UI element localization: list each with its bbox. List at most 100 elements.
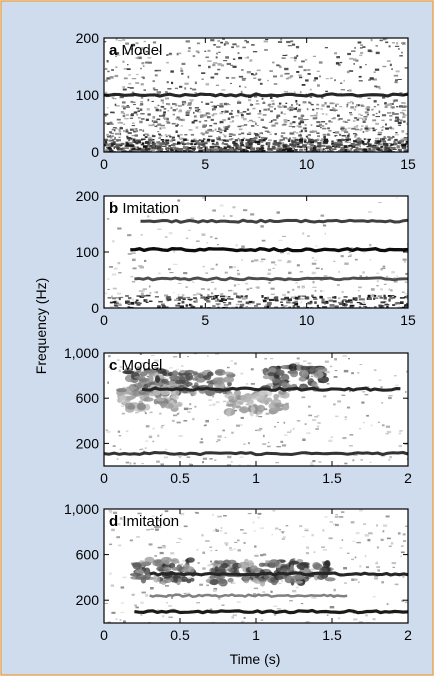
noise-speck — [281, 531, 284, 534]
noise-speck — [289, 600, 293, 602]
formant-blob — [262, 374, 272, 380]
formant-blob — [234, 389, 241, 397]
noise-speck — [395, 79, 398, 82]
noise-speck — [290, 429, 292, 432]
noise-speck — [221, 111, 224, 113]
noise-speck — [218, 137, 221, 140]
noise-speck — [285, 402, 289, 406]
noise-speck — [115, 105, 120, 107]
noise-speck — [383, 524, 388, 527]
noise-speck — [368, 79, 372, 81]
noise-speck — [297, 108, 302, 111]
noise-speck — [262, 126, 266, 128]
noise-speck — [285, 525, 289, 527]
low-frequency-energy — [287, 298, 292, 302]
low-frequency-energy — [280, 304, 284, 306]
noise-speck — [296, 357, 300, 360]
noise-speck — [158, 50, 161, 53]
noise-speck — [129, 128, 134, 131]
low-frequency-energy — [176, 297, 180, 299]
formant-blob — [155, 397, 165, 402]
noise-speck — [172, 113, 175, 116]
low-frequency-energy — [237, 148, 243, 151]
noise-speck — [327, 127, 330, 130]
noise-speck — [359, 565, 362, 568]
noise-speck — [104, 91, 108, 94]
noise-speck — [274, 122, 279, 125]
noise-speck — [165, 91, 168, 93]
noise-speck — [132, 101, 136, 104]
low-frequency-energy — [307, 301, 313, 304]
noise-speck — [142, 76, 145, 80]
noise-speck — [169, 367, 173, 369]
low-frequency-energy — [266, 305, 269, 308]
noise-speck — [395, 384, 399, 387]
low-frequency-energy — [349, 304, 355, 307]
noise-speck — [180, 118, 185, 122]
noise-speck — [135, 73, 139, 76]
noise-speck — [236, 149, 239, 152]
noise-speck — [194, 107, 200, 109]
noise-speck — [330, 77, 333, 79]
low-frequency-energy — [267, 141, 271, 144]
noise-speck — [111, 200, 114, 203]
harmonic-line — [130, 247, 408, 253]
noise-speck — [335, 103, 339, 105]
noise-speck — [245, 138, 250, 140]
low-frequency-energy — [223, 146, 227, 150]
noise-speck — [219, 120, 224, 124]
noise-speck — [377, 133, 382, 136]
low-frequency-energy — [145, 299, 148, 302]
noise-speck — [258, 132, 261, 135]
noise-speck — [281, 57, 286, 59]
noise-speck — [125, 106, 130, 108]
low-frequency-energy — [191, 147, 196, 150]
low-frequency-energy — [294, 300, 298, 304]
formant-blob — [188, 557, 195, 563]
low-frequency-energy — [296, 142, 300, 146]
noise-speck — [401, 575, 405, 577]
noise-speck — [142, 288, 147, 290]
noise-speck — [188, 149, 191, 152]
noise-speck — [168, 268, 171, 271]
noise-speck — [392, 106, 394, 109]
noise-speck — [292, 568, 296, 570]
noise-speck — [140, 614, 143, 616]
noise-speck — [343, 369, 349, 373]
noise-speck — [148, 124, 153, 127]
noise-speck — [398, 444, 402, 448]
noise-speck — [260, 225, 264, 228]
low-frequency-energy — [338, 139, 342, 142]
noise-speck — [256, 125, 259, 127]
noise-speck — [220, 41, 223, 44]
noise-speck — [176, 123, 179, 125]
noise-speck — [253, 95, 258, 98]
noise-speck — [341, 127, 346, 129]
noise-speck — [135, 129, 139, 132]
low-frequency-energy — [397, 149, 401, 151]
low-frequency-energy — [280, 298, 286, 301]
noise-speck — [400, 138, 403, 141]
noise-speck — [118, 136, 121, 139]
low-frequency-energy — [343, 296, 348, 298]
noise-speck — [385, 127, 389, 130]
noise-speck — [316, 124, 320, 126]
noise-speck — [206, 584, 209, 587]
low-frequency-energy — [282, 138, 285, 141]
noise-speck — [366, 141, 370, 144]
noise-speck — [154, 148, 159, 150]
noise-speck — [237, 539, 240, 542]
noise-speck — [194, 405, 197, 408]
noise-speck — [333, 109, 336, 112]
low-frequency-energy — [148, 142, 153, 144]
noise-speck — [148, 435, 153, 439]
noise-speck — [217, 597, 221, 600]
noise-speck — [240, 424, 243, 426]
low-frequency-energy — [342, 139, 346, 141]
noise-speck — [273, 147, 278, 151]
formant-blob — [137, 402, 146, 411]
noise-speck — [344, 416, 347, 419]
noise-speck — [251, 121, 256, 123]
noise-speck — [237, 549, 241, 552]
noise-speck — [118, 435, 122, 437]
